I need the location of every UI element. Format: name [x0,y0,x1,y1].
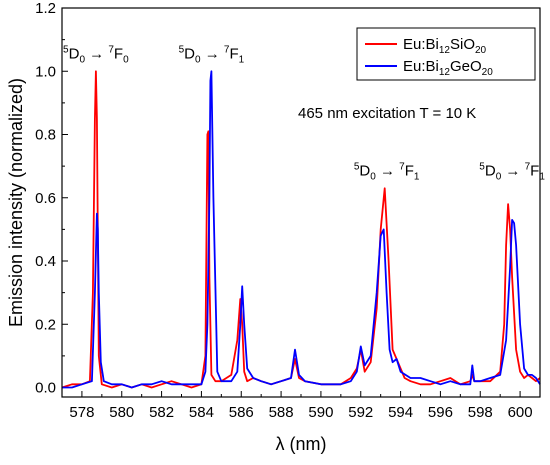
legend-label-eu-bi12sio20: Eu:Bi12SiO20 [403,36,487,56]
legend-label-eu-bi12geo20: Eu:Bi12GeO20 [403,58,493,78]
series-lines [61,70,541,389]
series-line-1 [62,70,541,389]
x-tick-label: 600 [508,404,533,421]
y-tick-label: 0.2 [35,316,56,333]
axis-ticks: 578 580 582 584 586 588 590 592 594 596 598 600 0.0 0… [35,0,541,421]
x-axis-label: λ (nm) [276,434,327,454]
x-tick-label: 594 [388,404,413,421]
y-tick-label: 0.0 [35,380,56,397]
y-tick-label: 0.6 [35,190,56,207]
x-tick-label: 584 [189,404,214,421]
x-tick-label: 596 [428,404,453,421]
y-tick-label: 0.4 [35,253,56,270]
plot-frame [61,7,541,398]
y-tick-label: 0.8 [35,127,56,144]
legend: Eu:Bi12SiO20 Eu:Bi12GeO20 [356,27,536,81]
y-axis-label: Emission intensity (normalized) [6,78,26,327]
y-tick-label: 1.2 [35,0,56,17]
x-tick-label: 590 [308,404,333,421]
legend-box [356,27,536,81]
x-tick-label: 586 [229,404,254,421]
transition-label: 5D0 → 7F1 [354,162,420,183]
x-tick-label: 592 [348,404,373,421]
transition-label: 5D0 → 7F1 [179,45,245,66]
transition-label: 5D0 → 7F0 [63,45,129,66]
transition-label: 5D0 → 7F1 [479,162,545,183]
transition-annotations: 5D0 → 7F0 5D0 → 7F1 5D0 → 7F1 5D0 → 7F1 [63,45,545,183]
x-tick-label: 578 [69,404,94,421]
y-tick-label: 1.0 [35,63,56,80]
excitation-note: 465 nm excitation T = 10 K [298,105,476,122]
x-tick-label: 582 [149,404,174,421]
x-tick-label: 580 [109,404,134,421]
x-tick-label: 588 [269,404,294,421]
x-tick-label: 598 [468,404,493,421]
